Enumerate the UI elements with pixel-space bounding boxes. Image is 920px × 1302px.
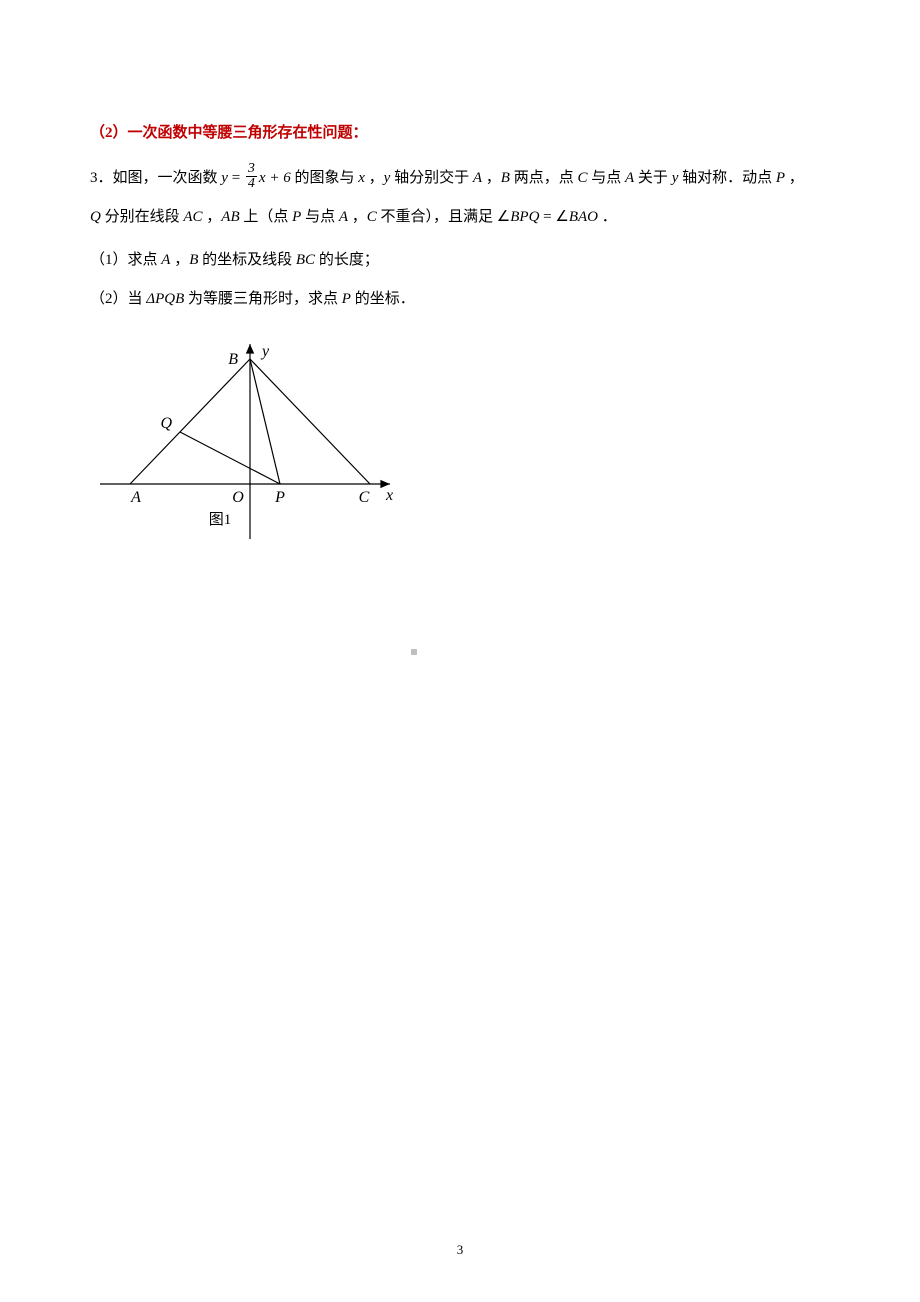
eq-rest: x + 6 xyxy=(259,170,291,186)
text: 上（点 xyxy=(240,209,293,225)
text: 不重合），且满足 xyxy=(377,209,497,225)
svg-text:B: B xyxy=(228,351,238,368)
text: 轴分别交于 xyxy=(390,170,473,186)
text: ， xyxy=(348,209,367,225)
text: ， xyxy=(482,170,501,186)
sub-question-2: （2）当 ΔPQB 为等腰三角形时，求点 P 的坐标． xyxy=(90,283,834,316)
var-PQB: PQB xyxy=(155,291,184,307)
text: ， xyxy=(170,252,189,268)
var-A: A xyxy=(625,170,634,186)
svg-text:x: x xyxy=(385,487,393,504)
page: （2）一次函数中等腰三角形存在性问题： 3．如图，一次函数 y = 34x + … xyxy=(0,0,920,555)
text: 与点 xyxy=(301,209,339,225)
var-P: P xyxy=(342,291,351,307)
var-A: A xyxy=(473,170,482,186)
var-y: y xyxy=(221,170,228,186)
fraction-num: 3 xyxy=(246,162,257,176)
watermark-dot xyxy=(411,649,417,655)
var-x: x xyxy=(358,170,365,186)
eq-sign: = xyxy=(228,170,244,186)
var-AC: AC xyxy=(183,209,202,225)
text: 的坐标及线段 xyxy=(198,252,296,268)
var-A: A xyxy=(339,209,348,225)
angle-sym: ∠ xyxy=(555,209,568,225)
var-Q: Q xyxy=(90,209,101,225)
var-B: B xyxy=(501,170,510,186)
svg-text:A: A xyxy=(130,489,141,506)
text: 关于 xyxy=(634,170,672,186)
var-BC: BC xyxy=(296,252,315,268)
text: 的图象与 xyxy=(291,170,359,186)
var-BAO: BAO xyxy=(569,209,598,225)
svg-text:y: y xyxy=(260,343,270,360)
var-C: C xyxy=(577,170,587,186)
text: （1）求点 xyxy=(90,252,161,268)
var-P: P xyxy=(776,170,785,186)
delta: Δ xyxy=(146,291,155,307)
fraction-den: 4 xyxy=(246,176,257,191)
text: ． xyxy=(598,209,617,225)
section-heading: （2）一次函数中等腰三角形存在性问题： xyxy=(90,118,834,148)
figure-svg: By Q A O P Cx 图1 xyxy=(100,334,400,544)
text: 如图，一次函数 xyxy=(113,170,222,186)
var-B: B xyxy=(189,252,198,268)
var-BPQ: BPQ xyxy=(510,209,539,225)
fraction: 34 xyxy=(246,162,257,191)
svg-text:O: O xyxy=(232,489,244,506)
var-P: P xyxy=(292,209,301,225)
var-C: C xyxy=(367,209,377,225)
text: ， xyxy=(203,209,222,225)
figure-container: By Q A O P Cx 图1 xyxy=(100,334,834,555)
sub-question-1: （1）求点 A ，B 的坐标及线段 BC 的长度； xyxy=(90,244,834,277)
text: ， xyxy=(365,170,384,186)
text: 的长度； xyxy=(315,252,379,268)
text: 为等腰三角形时，求点 xyxy=(184,291,342,307)
svg-text:图1: 图1 xyxy=(209,511,232,528)
svg-text:C: C xyxy=(359,489,370,506)
problem-statement: 3．如图，一次函数 y = 34x + 6 的图象与 x ，y 轴分别交于 A … xyxy=(90,162,834,195)
text: 轴对称．动点 xyxy=(678,170,776,186)
page-number: 3 xyxy=(0,1242,920,1258)
text: （2）当 xyxy=(90,291,146,307)
svg-text:P: P xyxy=(274,489,285,506)
text: 与点 xyxy=(587,170,625,186)
problem-number: 3． xyxy=(90,170,113,186)
problem-statement-line2: Q 分别在线段 AC ，AB 上（点 P 与点 A ，C 不重合），且满足 ∠B… xyxy=(90,201,834,234)
var-AB: AB xyxy=(221,209,239,225)
text: 的坐标． xyxy=(351,291,415,307)
text: 两点，点 xyxy=(510,170,578,186)
eq-sign: = xyxy=(539,209,555,225)
text: ， xyxy=(785,170,804,186)
angle-sym: ∠ xyxy=(497,209,510,225)
text: 分别在线段 xyxy=(101,209,184,225)
svg-text:Q: Q xyxy=(160,415,172,432)
